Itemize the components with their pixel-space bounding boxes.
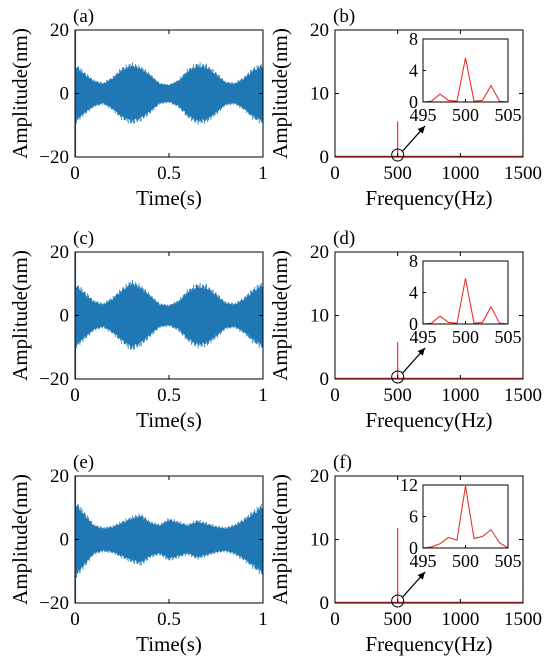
x-tick-label: 1 (258, 609, 268, 630)
y-tick-label: −20 (39, 147, 69, 168)
y-tick-label: 0 (60, 306, 70, 327)
inset-y-tick-label: 0 (409, 314, 418, 334)
inset-x-tick-label: 495 (410, 105, 437, 125)
x-tick-label: 1000 (441, 385, 479, 406)
x-tick-label: 0.5 (157, 385, 181, 406)
inset-background (423, 485, 508, 548)
zoom-marker-circle (391, 594, 405, 608)
panel-d: 0 500 1000 1500 0 10 20 Frequency(Hz) Amplitude(… (268, 228, 542, 432)
inset-background (423, 261, 508, 324)
x-tick-label: 500 (383, 385, 412, 406)
y-tick-label: 10 (310, 306, 329, 327)
y-tick-label: 20 (50, 466, 69, 487)
x-tick-label: 0 (70, 163, 80, 184)
inset-x-tick-label: 495 (410, 551, 437, 571)
inset-y-tick-label: 8 (409, 251, 418, 271)
y-tick-label: 10 (310, 530, 329, 551)
y-tick-label: 0 (320, 593, 330, 614)
x-axis-label: Time(s) (136, 408, 202, 432)
y-tick-label: −20 (39, 369, 69, 390)
x-tick-label: 500 (383, 609, 412, 630)
x-tick-label: 1 (258, 385, 268, 406)
signal-trace (74, 279, 264, 350)
zoom-arrow-head (417, 572, 425, 580)
x-tick-label: 0 (330, 609, 340, 630)
inset-spectrum-line (422, 278, 509, 325)
panel-f: 0 500 1000 1500 0 10 20 Frequency(Hz) Amplitude(… (268, 452, 542, 656)
y-tick-label: 0 (60, 530, 70, 551)
panel-label: (a) (73, 6, 94, 27)
panel-label: (e) (73, 452, 94, 473)
x-tick-label: 1 (258, 163, 268, 184)
inset-y-tick-label: 12 (400, 475, 418, 495)
inset-x-tick-label: 505 (495, 105, 522, 125)
y-tick-label: 0 (320, 147, 330, 168)
inset-x-tick-label: 505 (495, 551, 522, 571)
inset: 495 500 505 0 4 8 (409, 29, 522, 125)
inset: 495 500 505 0 4 8 (409, 251, 522, 347)
y-tick-label: 20 (50, 242, 69, 263)
inset-x-tick-label: 500 (452, 327, 479, 347)
x-axis-label: Time(s) (136, 632, 202, 656)
x-tick-label: 0 (70, 385, 80, 406)
panel-label: (d) (333, 228, 355, 249)
x-axis-label: Frequency(Hz) (365, 186, 492, 210)
x-tick-label: 1500 (504, 385, 542, 406)
y-tick-label: 20 (310, 466, 329, 487)
signal-trace (74, 500, 264, 579)
y-tick-label: 0 (320, 369, 330, 390)
y-axis-label: Amplitude(nm) (268, 28, 292, 159)
x-tick-label: 1500 (504, 163, 542, 184)
panel-label: (f) (333, 452, 352, 473)
y-tick-label: 20 (50, 20, 69, 41)
y-tick-label: 10 (310, 84, 329, 105)
inset-x-tick-label: 500 (452, 551, 479, 571)
zoom-arrow-head (417, 348, 425, 356)
panel-b: 0 500 1000 1500 0 10 20 Frequency(Hz) Amplitude(… (268, 6, 542, 210)
y-axis-label: Amplitude(nm) (268, 250, 292, 381)
panel-label: (c) (73, 228, 94, 249)
y-tick-label: −20 (39, 593, 69, 614)
inset-y-tick-label: 8 (409, 29, 418, 49)
inset-y-tick-label: 4 (409, 283, 418, 303)
x-tick-label: 1000 (441, 609, 479, 630)
x-tick-label: 0 (330, 163, 340, 184)
inset-x-tick-label: 505 (495, 327, 522, 347)
x-axis-label: Frequency(Hz) (365, 408, 492, 432)
inset-spectrum-line (422, 485, 509, 549)
y-tick-label: 0 (60, 84, 70, 105)
x-tick-label: 0 (70, 609, 80, 630)
inset-x-tick-label: 495 (410, 327, 437, 347)
inset-y-tick-label: 6 (409, 507, 418, 527)
x-tick-label: 1500 (504, 609, 542, 630)
zoom-marker-circle (391, 370, 405, 384)
inset-y-tick-label: 0 (409, 92, 418, 112)
x-tick-label: 500 (383, 163, 412, 184)
y-axis-label: Amplitude(nm) (8, 250, 32, 381)
y-axis-label: Amplitude(nm) (8, 474, 32, 605)
zoom-arrow-head (417, 126, 425, 134)
inset: 495 500 505 0 6 12 (400, 475, 522, 571)
signal-trace (74, 62, 264, 125)
zoom-marker-circle (391, 148, 405, 162)
inset-y-tick-label: 4 (409, 61, 418, 81)
x-tick-label: 1000 (441, 163, 479, 184)
x-axis-label: Frequency(Hz) (365, 632, 492, 656)
y-axis-label: Amplitude(nm) (268, 474, 292, 605)
inset-x-tick-label: 500 (452, 105, 479, 125)
x-tick-label: 0.5 (157, 609, 181, 630)
y-tick-label: 20 (310, 242, 329, 263)
x-axis-label: Time(s) (136, 186, 202, 210)
y-axis-label: Amplitude(nm) (8, 28, 32, 159)
x-tick-label: 0 (330, 385, 340, 406)
y-tick-label: 20 (310, 20, 329, 41)
inset-spectrum-line (422, 57, 509, 103)
inset-y-tick-label: 0 (409, 538, 418, 558)
x-tick-label: 0.5 (157, 163, 181, 184)
panel-label: (b) (333, 6, 355, 27)
